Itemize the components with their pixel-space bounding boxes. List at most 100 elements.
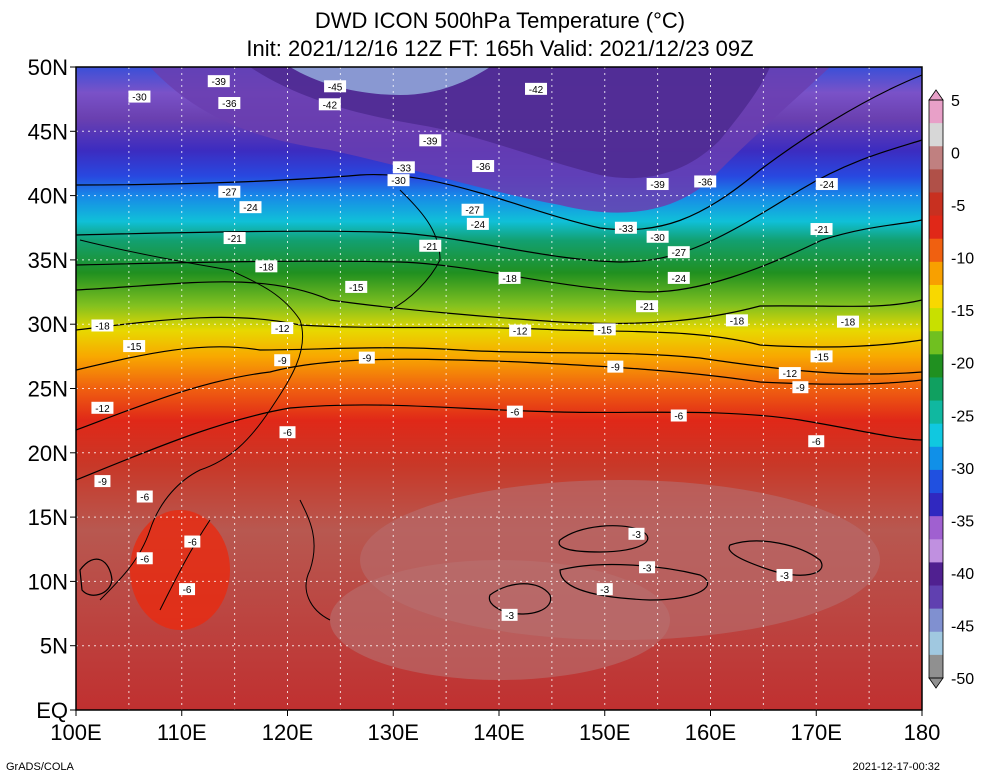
lat-tick-label: 30N [28,312,68,337]
contour-label-bg [810,350,833,363]
contour-label-bg [498,271,521,284]
contour-label-bg [387,174,410,187]
contour-label: -21 [640,302,655,313]
warm-region-2 [330,560,670,680]
contour-label-bg [419,239,442,252]
colorbar-tick-label: -40 [951,566,974,583]
lat-tick-label: 10N [28,569,68,594]
colorbar-swatch [929,631,943,656]
contour-label: -6 [140,554,149,565]
contour-label: -6 [510,408,519,419]
contour-label-bg [136,552,153,565]
colorbar-swatch [929,123,943,147]
contour-label: -12 [275,324,290,335]
colorbar-tick-label: -50 [951,671,974,688]
contour-label-bg [628,527,645,540]
contour-label: -30 [391,176,406,187]
contour-label-bg [218,97,241,110]
lon-tick-label: 120E [262,720,313,745]
contour-label-bg [223,232,246,245]
contour-label-bg [472,160,495,173]
contour-label-bg [255,260,278,273]
colorbar-swatch [929,192,943,217]
colorbar-swatch [929,169,943,193]
colorbar-swatch [929,146,943,170]
contour-label: -42 [323,100,338,111]
colorbar-swatch [929,562,943,587]
colorbar-tick-label: 5 [951,93,960,110]
contour-label: -6 [674,412,683,423]
contour-label-bg [836,315,859,328]
colorbar: 5 0 -5 -10 -15 -20 -25 -30 -35 -40 -45 -50 [928,89,974,689]
contour-label-bg [274,354,291,367]
contour-label-bg [725,314,748,327]
contour-label: -36 [222,99,237,110]
colorbar-frame [928,99,944,679]
contour-label: -21 [423,242,438,253]
colorbar-tick-label: -20 [951,356,974,373]
colorbar-swatch [929,308,943,332]
lat-tick-label: 5N [40,634,68,659]
contour-label: -15 [598,325,613,336]
contour-label-bg [810,223,833,236]
contour-label: -6 [140,493,149,504]
cold-core-region [250,67,770,179]
contour-label: -6 [188,538,197,549]
contour-label: -12 [95,404,110,415]
lon-tick-label: 150E [579,720,630,745]
footer-credit: GrADS/COLA [6,761,74,773]
colorbar-min-arrow [928,677,944,689]
colorbar-tick-label: -35 [951,513,974,530]
contour-label-bg [596,583,613,596]
contour-label: -21 [227,234,242,245]
contour-label-bg [324,80,347,93]
contour-label-bg [593,323,616,336]
contour-label: -3 [643,563,652,574]
lat-tick-label: 45N [28,119,68,144]
contour-label: -18 [730,316,745,327]
contour-label-bg [509,324,532,337]
colorbar-swatch [929,354,943,378]
contour-label-bg [136,490,153,503]
contour-label: -42 [529,85,544,96]
contour-label: -18 [502,274,517,285]
contour-label: -24 [243,203,258,214]
lat-tick-label: 15N [28,505,68,530]
contour-label: -9 [278,356,287,367]
contour-label-bg [218,185,241,198]
contour-label: -15 [127,342,142,353]
contour-label-bg [815,178,838,191]
colorbar-swatch [929,608,943,633]
contour-label: -9 [611,363,620,374]
longitude-axis: 100E 110E 120E 130E 140E 150E 160E 170E 180 [50,710,940,745]
colorbar-swatch [929,377,943,402]
colorbar-swatch [929,539,943,563]
contour-label-bg [91,319,114,332]
contour-label-bg [392,161,415,174]
contour-label: -39 [212,77,227,88]
contour-label: -3 [505,611,514,622]
contour-label-bg [419,134,442,147]
colorbar-max-arrow [928,89,944,101]
contour-label-bg [179,583,196,596]
colorbar-swatch [929,493,943,517]
contour-label: -30 [650,233,665,244]
contour-label: -12 [513,327,528,338]
colorbar-swatch [929,261,943,286]
contour-label-bg [776,568,793,581]
contour-label: -21 [814,225,829,236]
colorbar-swatch [929,238,943,263]
colorbar-tick-label: -45 [951,618,974,635]
colorbar-swatch [929,446,943,471]
contour-label: -24 [820,180,835,191]
contour-label: -27 [465,206,480,217]
contour-label: -18 [95,321,110,332]
contour-label-bg [239,201,262,214]
contour-label: -27 [672,248,687,259]
contour-label: -36 [476,162,491,173]
contour-label: -33 [619,224,634,235]
contour-label: -6 [283,428,292,439]
contour-label-bg [345,280,368,293]
lon-tick-label: 170E [791,720,842,745]
